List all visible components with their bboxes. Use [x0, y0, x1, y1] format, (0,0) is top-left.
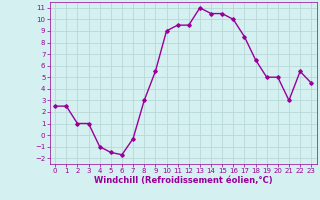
- X-axis label: Windchill (Refroidissement éolien,°C): Windchill (Refroidissement éolien,°C): [94, 176, 273, 185]
